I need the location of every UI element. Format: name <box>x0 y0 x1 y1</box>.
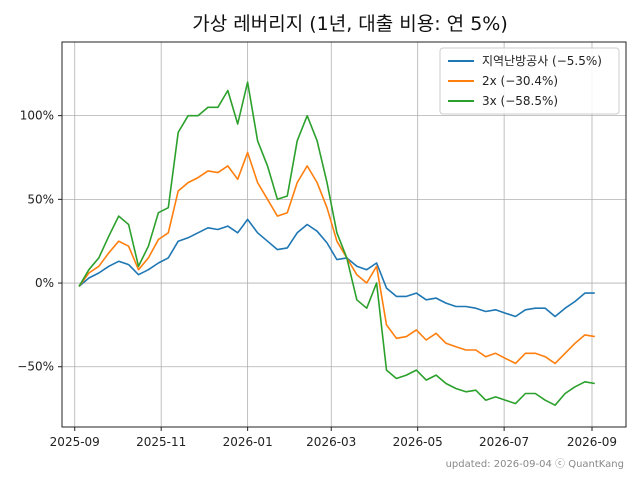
legend: 지역난방공사 (−5.5%) 2x (−30.4%) 3x (−58.5%) <box>439 47 620 115</box>
x-tick-label: 2026-03 <box>306 435 356 449</box>
legend-box <box>439 47 620 115</box>
legend-label: 2x (−30.4%) <box>482 74 558 88</box>
x-tick-label: 2026-01 <box>223 435 273 449</box>
y-axis: −50% 0% 50% 100% <box>17 109 62 374</box>
y-tick-label: 50% <box>27 192 54 206</box>
series-line-1 <box>78 218 595 318</box>
y-tick-label: 0% <box>35 276 54 290</box>
series-line-2 <box>78 151 595 365</box>
x-tick-label: 2025-11 <box>136 435 186 449</box>
x-axis: 2025-09 2025-11 2026-01 2026-03 2026-05 2026-… <box>50 427 617 449</box>
y-tick-label: −50% <box>17 360 54 374</box>
series-line-3 <box>78 81 595 407</box>
x-tick-label: 2026-09 <box>567 435 617 449</box>
x-tick-label: 2026-07 <box>479 435 529 449</box>
chart-title: 가상 레버리지 (1년, 대출 비용: 연 5%) <box>192 13 508 35</box>
legend-label: 3x (−58.5%) <box>482 94 558 108</box>
series-layer <box>78 81 595 407</box>
footer-credit: updated: 2026-09-04 ⓒ QuantKang <box>446 458 624 470</box>
x-tick-label: 2025-09 <box>50 435 100 449</box>
plot-frame <box>61 41 627 428</box>
x-tick-label: 2026-05 <box>393 435 443 449</box>
y-tick-label: 100% <box>20 109 54 123</box>
legend-label: 지역난방공사 (−5.5%) <box>482 54 602 68</box>
